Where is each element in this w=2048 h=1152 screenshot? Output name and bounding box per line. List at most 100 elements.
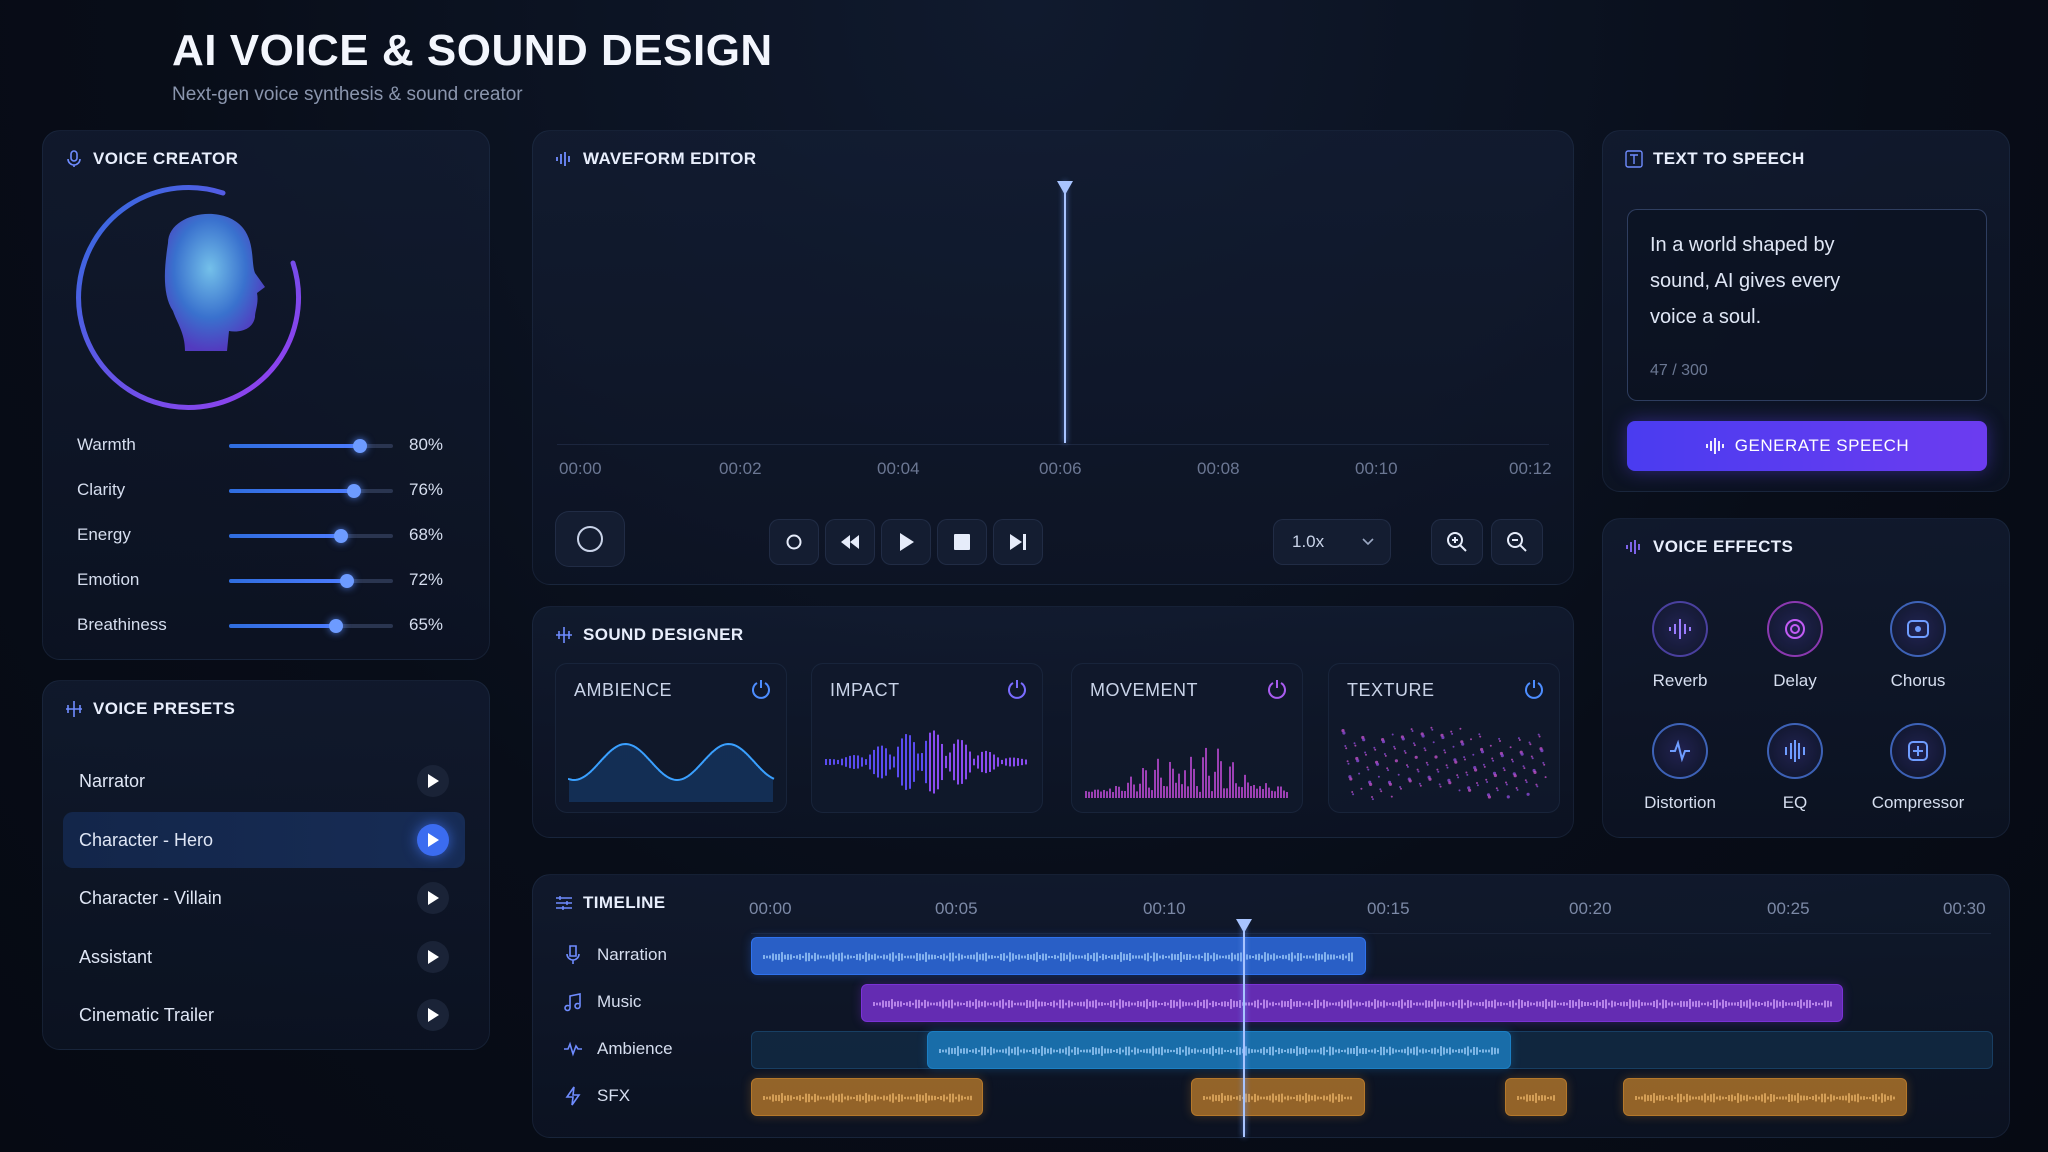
preset-item[interactable]: Assistant [63, 929, 465, 985]
music-note-icon [564, 993, 581, 1012]
sound-card-impact[interactable]: IMPACT [811, 663, 1043, 813]
stop-button[interactable] [937, 519, 987, 565]
track-label-sfx[interactable]: SFX [563, 1086, 630, 1106]
slider-label: Clarity [77, 480, 126, 499]
slider-clarity[interactable] [229, 484, 393, 498]
clip-waveform [763, 952, 1353, 962]
voice-creator-panel: VOICE CREATOR Warmth 80% Clarity [42, 130, 490, 660]
slider-knob[interactable] [340, 574, 355, 588]
track-label-ambience[interactable]: Ambience [563, 1039, 673, 1059]
slider-knob[interactable] [353, 439, 368, 453]
slider-fill [229, 579, 348, 583]
sound-card-texture[interactable]: TEXTURE [1328, 663, 1560, 813]
zoom-in-button[interactable] [1431, 519, 1483, 565]
rewind-button[interactable] [825, 519, 875, 565]
waveform-canvas[interactable] [557, 195, 1549, 445]
sound-card-ambience[interactable]: AMBIENCE [555, 663, 787, 813]
speed-select[interactable]: 1.0x [1273, 519, 1391, 565]
preset-item[interactable]: Cinematic Trailer [63, 987, 465, 1043]
audio-clip[interactable] [751, 1078, 983, 1116]
main-waveform[interactable] [557, 195, 1549, 445]
audio-clip[interactable] [1191, 1078, 1365, 1116]
zoom-out-button[interactable] [1491, 519, 1543, 565]
clip-waveform [1203, 1093, 1352, 1103]
effect-compressor[interactable]: Compressor [1863, 723, 1973, 813]
effect-reverb[interactable]: Reverb [1625, 601, 1735, 691]
preset-item[interactable]: Narrator [63, 753, 465, 809]
waveform-editor-panel: WAVEFORM EDITOR 00:00 00:02 00:04 00:06 00:0… [532, 130, 1574, 585]
timeline-playhead-marker-icon[interactable] [1236, 919, 1252, 933]
record-button[interactable] [769, 519, 819, 565]
microphone-icon [566, 945, 580, 964]
waveform-icon [556, 152, 570, 166]
play-icon [428, 949, 439, 964]
track-label-music[interactable]: Music [563, 992, 641, 1012]
effect-delay[interactable]: Delay [1740, 601, 1850, 691]
preset-item[interactable]: Character - Villain [63, 870, 465, 926]
timeline-time-label: 00:00 [749, 899, 792, 918]
slider-energy[interactable] [229, 529, 393, 543]
preset-play-button[interactable] [417, 999, 449, 1031]
slider-breathiness[interactable] [229, 619, 393, 633]
tts-text-line-1: In a world shaped by [1650, 234, 1835, 256]
effect-eq[interactable]: EQ [1740, 723, 1850, 813]
preset-play-button[interactable] [417, 823, 449, 856]
page-subtitle: Next-gen voice synthesis & sound creator [172, 84, 523, 105]
preset-play-button[interactable] [417, 940, 449, 973]
preset-item[interactable]: Character - Hero [63, 811, 465, 868]
timeline-time-label: 00:25 [1767, 899, 1810, 918]
playhead[interactable] [1064, 181, 1066, 443]
slider-warmth[interactable] [229, 439, 393, 453]
tts-text-line-2: sound, AI gives every [1650, 270, 1841, 292]
sound-designer-title: SOUND DESIGNER [555, 625, 744, 645]
timeline-panel: TIMELINE 00:00 00:05 00:10 00:15 00:20 00:25 0… [532, 874, 2010, 1138]
slider-knob[interactable] [333, 529, 348, 543]
record-icon [786, 534, 802, 550]
timeline-title: TIMELINE [555, 893, 666, 913]
slider-knob[interactable] [346, 484, 361, 498]
slider-label: Breathiness [77, 615, 167, 634]
play-icon [428, 774, 439, 788]
preset-name: Character - Hero [79, 829, 214, 850]
sound-card-movement[interactable]: MOVEMENT [1071, 663, 1303, 813]
slider-value: 68% [409, 525, 444, 544]
timeline-playhead[interactable] [1243, 923, 1245, 1137]
slider-row-emotion: Emotion 72% [43, 568, 491, 594]
power-icon[interactable] [1523, 678, 1545, 700]
play-button[interactable] [881, 519, 931, 565]
waveform-time-label: 00:00 [559, 459, 602, 478]
audio-clip[interactable] [1623, 1078, 1907, 1116]
preset-name: Narrator [79, 771, 146, 791]
delay-icon [1785, 619, 1805, 639]
power-icon[interactable] [1006, 678, 1028, 700]
audio-clip[interactable] [751, 937, 1366, 975]
power-icon[interactable] [1266, 678, 1288, 700]
waveform-editor-title: WAVEFORM EDITOR [555, 149, 757, 169]
slider-emotion[interactable] [229, 574, 393, 588]
power-icon[interactable] [750, 678, 772, 700]
slider-row-breathiness: Breathiness 65% [43, 613, 491, 639]
slider-label: Warmth [77, 435, 136, 454]
audio-clip[interactable] [927, 1031, 1511, 1069]
audio-clip[interactable] [1505, 1078, 1567, 1116]
timeline-tracks-area[interactable] [751, 933, 1991, 1129]
app-logo [40, 24, 140, 104]
effect-distortion[interactable]: Distortion [1625, 723, 1735, 813]
effect-chorus[interactable]: Chorus [1863, 601, 1973, 691]
waveform-icon [564, 1041, 582, 1057]
track-label-narration[interactable]: Narration [563, 945, 667, 965]
char-count: 47 / 300 [1650, 362, 1708, 379]
slider-label: Emotion [77, 570, 140, 589]
tts-textarea[interactable]: In a world shaped by sound, AI gives eve… [1627, 209, 1987, 401]
record-toggle-button[interactable] [555, 511, 625, 567]
audio-clip[interactable] [861, 984, 1843, 1022]
slider-label: Energy [77, 525, 131, 544]
slider-knob[interactable] [328, 619, 343, 633]
zoom-in-icon [1447, 532, 1467, 552]
preset-play-button[interactable] [417, 882, 449, 914]
voice-effects-title: VOICE EFFECTS [1625, 537, 1793, 557]
preset-play-button[interactable] [417, 765, 449, 797]
generate-speech-button[interactable]: GENERATE SPEECH [1627, 421, 1987, 471]
skip-forward-button[interactable] [993, 519, 1043, 565]
playhead-marker-icon[interactable] [1057, 181, 1073, 195]
